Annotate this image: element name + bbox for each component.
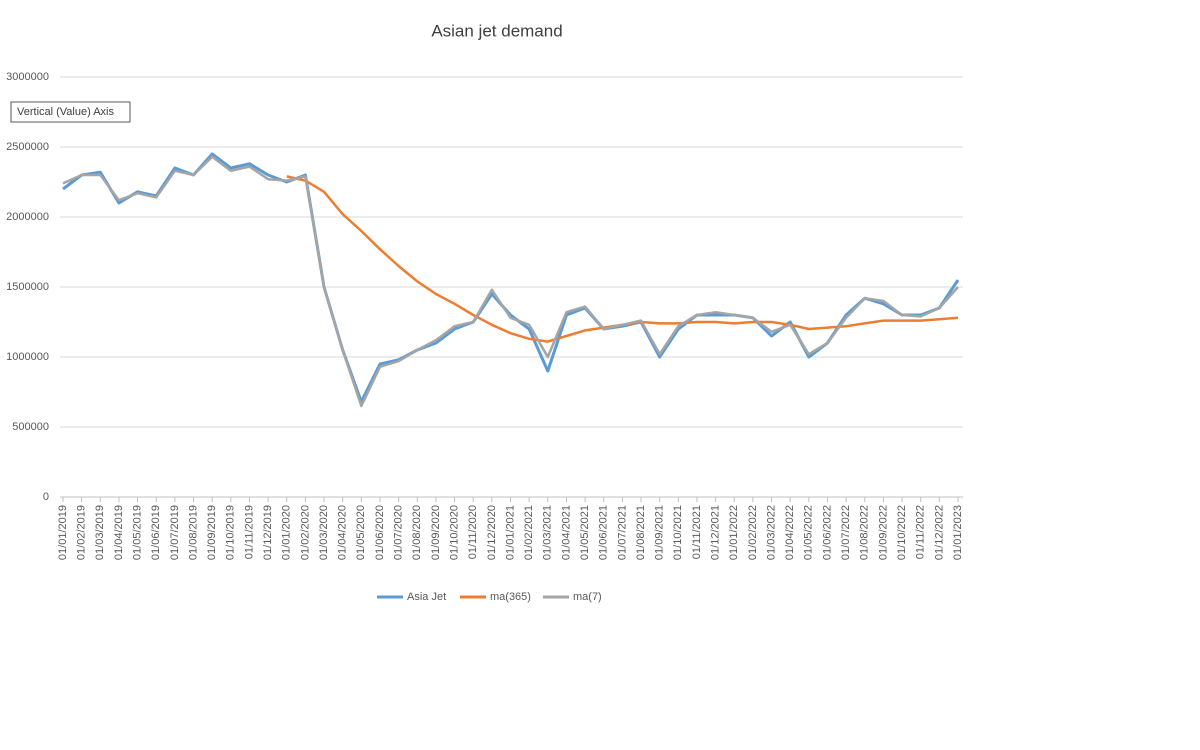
x-tick-label: 01/02/2020: [299, 505, 311, 560]
y-tick-label: 1000000: [6, 351, 49, 363]
x-tick-label: 01/01/2022: [728, 505, 740, 560]
y-tick-label: 1500000: [6, 281, 49, 293]
x-tick-label: 01/10/2019: [225, 505, 237, 560]
x-tick-label: 01/07/2022: [840, 505, 852, 560]
x-tick-label: 01/04/2020: [337, 505, 349, 560]
x-tick-label: 01/06/2019: [150, 505, 162, 560]
chart-title: Asian jet demand: [431, 21, 562, 40]
x-tick-label: 01/08/2021: [635, 505, 647, 560]
x-tick-label: 01/02/2021: [523, 505, 535, 560]
x-tick-label: 01/05/2019: [131, 505, 143, 560]
series-line: [286, 175, 959, 343]
x-tick-label: 01/05/2021: [579, 505, 591, 560]
legend-label: Asia Jet: [407, 591, 446, 603]
legend-label: ma(7): [573, 591, 602, 603]
y-tick-label: 0: [43, 491, 49, 503]
x-tick-label: 01/09/2019: [206, 505, 218, 560]
x-tick-label: 01/01/2021: [504, 505, 516, 560]
x-tick-label: 01/10/2021: [672, 505, 684, 560]
x-tick-label: 01/01/2020: [281, 505, 293, 560]
x-tick-label: 01/03/2022: [765, 505, 777, 560]
x-tick-label: 01/10/2020: [448, 505, 460, 560]
x-tick-label: 01/01/2023: [952, 505, 964, 560]
series-line: [62, 155, 959, 408]
x-tick-label: 01/06/2022: [821, 505, 833, 560]
x-tick-label: 01/11/2021: [691, 505, 703, 559]
x-tick-label: 01/06/2021: [598, 505, 610, 560]
x-tick-label: 01/08/2020: [411, 505, 423, 560]
tooltip-box: [10, 101, 131, 123]
x-tick-label: 01/04/2021: [560, 505, 572, 560]
x-tick-label: 01/11/2022: [915, 505, 927, 559]
x-tick-label: 01/03/2019: [94, 505, 106, 560]
x-tick-label: 01/02/2022: [747, 505, 759, 560]
legend-label: ma(365): [490, 591, 531, 603]
x-tick-label: 01/08/2022: [859, 505, 871, 560]
tooltip: Vertical (Value) Axis: [17, 106, 115, 118]
y-tick-label: 2000000: [6, 211, 49, 223]
x-tick-label: 01/12/2020: [486, 505, 498, 560]
x-tick-label: 01/12/2021: [710, 505, 722, 560]
y-tick-label: 2500000: [6, 141, 49, 153]
x-tick-label: 01/01/2019: [57, 505, 69, 560]
x-tick-label: 01/07/2020: [393, 505, 405, 560]
x-tick-label: 01/11/2020: [467, 505, 479, 559]
x-tick-label: 01/12/2022: [933, 505, 945, 560]
x-tick-label: 01/11/2019: [243, 505, 255, 559]
y-tick-label: 3000000: [6, 71, 49, 83]
x-tick-label: 01/07/2021: [616, 505, 628, 560]
series-line: [62, 152, 960, 404]
x-tick-label: 01/12/2019: [262, 505, 274, 560]
x-tick-label: 01/04/2022: [784, 505, 796, 560]
x-tick-label: 01/04/2019: [113, 505, 125, 560]
x-tick-label: 01/07/2019: [169, 505, 181, 560]
x-tick-label: 01/05/2020: [355, 505, 367, 560]
x-tick-label: 01/05/2022: [803, 505, 815, 560]
x-tick-label: 01/10/2022: [896, 505, 908, 560]
x-tick-label: 01/09/2020: [430, 505, 442, 560]
x-tick-label: 01/03/2021: [542, 505, 554, 560]
x-tick-label: 01/03/2020: [318, 505, 330, 560]
x-tick-label: 01/09/2022: [877, 505, 889, 560]
y-tick-label: 500000: [12, 421, 49, 433]
x-tick-label: 01/08/2019: [187, 505, 199, 560]
x-tick-label: 01/02/2019: [76, 505, 88, 560]
x-tick-label: 01/06/2020: [374, 505, 386, 560]
x-tick-label: 01/09/2021: [654, 505, 666, 560]
